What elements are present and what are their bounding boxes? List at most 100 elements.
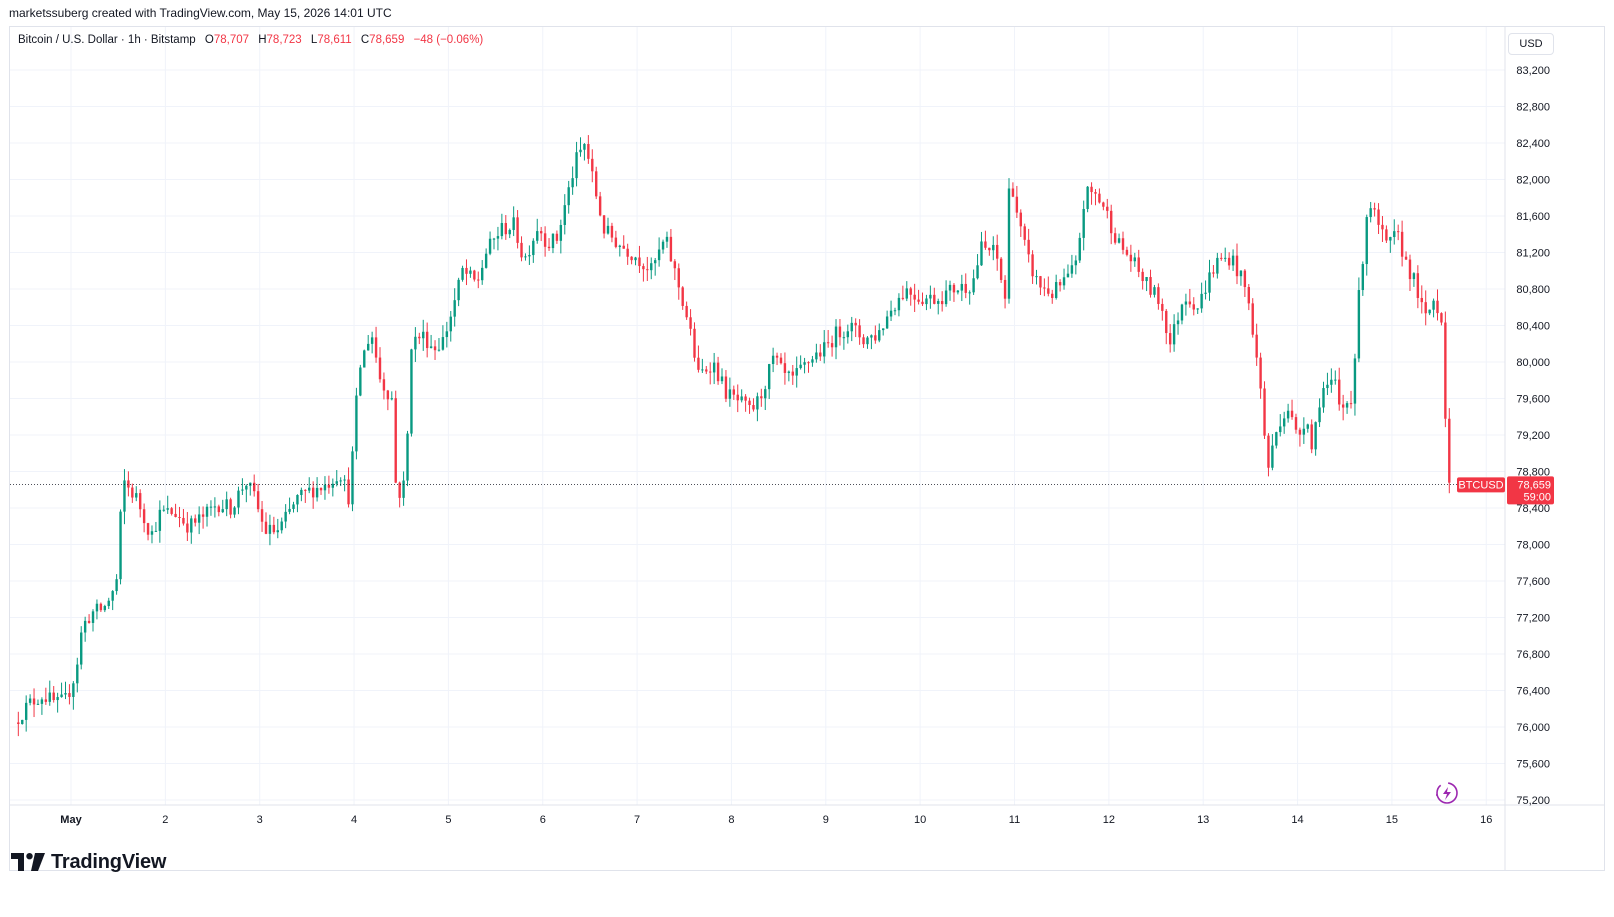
- candle-body: [1153, 287, 1156, 295]
- candle-body: [1184, 301, 1188, 305]
- candle-body: [736, 394, 739, 401]
- candle-body: [296, 495, 299, 505]
- candle-body: [948, 284, 952, 291]
- candle-body: [980, 241, 983, 266]
- candle-body: [284, 511, 287, 522]
- candle-body: [528, 255, 531, 257]
- close-value: 78,659: [369, 34, 405, 46]
- candle-body: [760, 396, 763, 399]
- candle-body: [547, 246, 551, 249]
- candle-body: [1428, 309, 1431, 314]
- candle-body: [300, 489, 303, 496]
- candle-body: [1113, 233, 1117, 243]
- y-tick-label: 80,400: [1516, 321, 1550, 333]
- candle-body: [1381, 224, 1384, 230]
- candle-body: [32, 698, 36, 705]
- candle-body: [1444, 322, 1447, 419]
- candle-body: [712, 362, 716, 373]
- chart-frame[interactable]: [9, 26, 1605, 871]
- candle-body: [221, 509, 224, 513]
- candle-body: [87, 620, 91, 623]
- candle-body: [1051, 293, 1054, 298]
- y-tick-label: 76,800: [1516, 649, 1550, 661]
- candle-body: [720, 376, 724, 382]
- candle-body: [1373, 208, 1376, 210]
- candle-body: [1306, 424, 1309, 429]
- candle-body: [1090, 186, 1093, 193]
- candle-body: [1369, 208, 1372, 218]
- candle-body: [398, 482, 401, 498]
- candle-body: [237, 490, 240, 508]
- candle-body: [1247, 287, 1251, 304]
- candle-body: [1338, 379, 1341, 405]
- x-tick-label: 14: [1291, 814, 1303, 826]
- symbol-tag-label: BTCUSD: [1458, 479, 1503, 491]
- candle-body: [370, 337, 374, 344]
- candle-body: [170, 508, 173, 514]
- candle-body: [1436, 300, 1439, 314]
- candle-body: [1098, 193, 1101, 203]
- x-tick-label: 6: [540, 814, 546, 826]
- candle-body: [799, 364, 802, 369]
- candle-body: [689, 317, 692, 329]
- candle-body: [406, 433, 409, 481]
- y-tick-label: 82,000: [1516, 175, 1550, 187]
- candle-body: [744, 396, 747, 401]
- candle-body: [516, 217, 519, 243]
- candle-body: [1062, 277, 1066, 286]
- candle-body: [642, 266, 645, 270]
- candle-body: [842, 337, 846, 339]
- candle-body: [174, 513, 177, 518]
- candle-body: [606, 225, 610, 234]
- candle-body: [791, 371, 794, 376]
- symbol-name[interactable]: Bitcoin / U.S. Dollar · 1h · Bitstamp: [18, 34, 196, 46]
- candle-body: [410, 349, 413, 434]
- x-tick-label: 10: [914, 814, 926, 826]
- candle-body: [323, 484, 327, 491]
- candle-body: [1310, 424, 1313, 450]
- candle-body: [885, 316, 889, 329]
- candle-body: [748, 400, 751, 406]
- candle-body: [1404, 256, 1408, 260]
- candle-body: [889, 310, 893, 317]
- tradingview-brand[interactable]: TradingView: [11, 848, 166, 876]
- candle-body: [1015, 196, 1019, 213]
- x-tick-label: 16: [1480, 814, 1492, 826]
- candle-body: [614, 237, 618, 247]
- x-tick-label: 11: [1009, 814, 1020, 826]
- candle-body: [933, 294, 936, 304]
- candle-body: [441, 337, 445, 350]
- candle-body: [500, 223, 504, 237]
- candle-body: [492, 238, 496, 240]
- candle-body: [481, 267, 484, 281]
- currency-button[interactable]: USD: [1508, 33, 1554, 55]
- candle-body: [866, 337, 869, 345]
- candle-body: [1003, 279, 1007, 299]
- candle-body: [1078, 237, 1081, 261]
- grid-lines: [10, 27, 1604, 870]
- candle-body: [1200, 293, 1203, 309]
- candle-body: [288, 508, 291, 512]
- candle-body: [182, 517, 185, 524]
- candle-body: [752, 405, 755, 410]
- candle-body: [1188, 301, 1192, 305]
- candle-body: [964, 283, 967, 293]
- candle-body: [944, 290, 948, 305]
- candle-body: [826, 342, 830, 344]
- candle-body: [661, 241, 665, 250]
- candle-body: [929, 294, 932, 299]
- candle-body: [233, 507, 236, 515]
- candle-body: [72, 683, 75, 697]
- lightning-icon[interactable]: [1436, 782, 1458, 804]
- candle-body: [555, 233, 559, 241]
- candle-body: [665, 236, 669, 242]
- candle-body: [1086, 186, 1089, 209]
- low-value: 78,611: [317, 34, 352, 46]
- candle-body: [756, 396, 759, 410]
- candle-body: [1149, 277, 1152, 295]
- candle-body: [984, 241, 987, 248]
- candle-body: [44, 699, 48, 702]
- candle-body: [956, 290, 960, 293]
- candle-body: [1039, 276, 1042, 288]
